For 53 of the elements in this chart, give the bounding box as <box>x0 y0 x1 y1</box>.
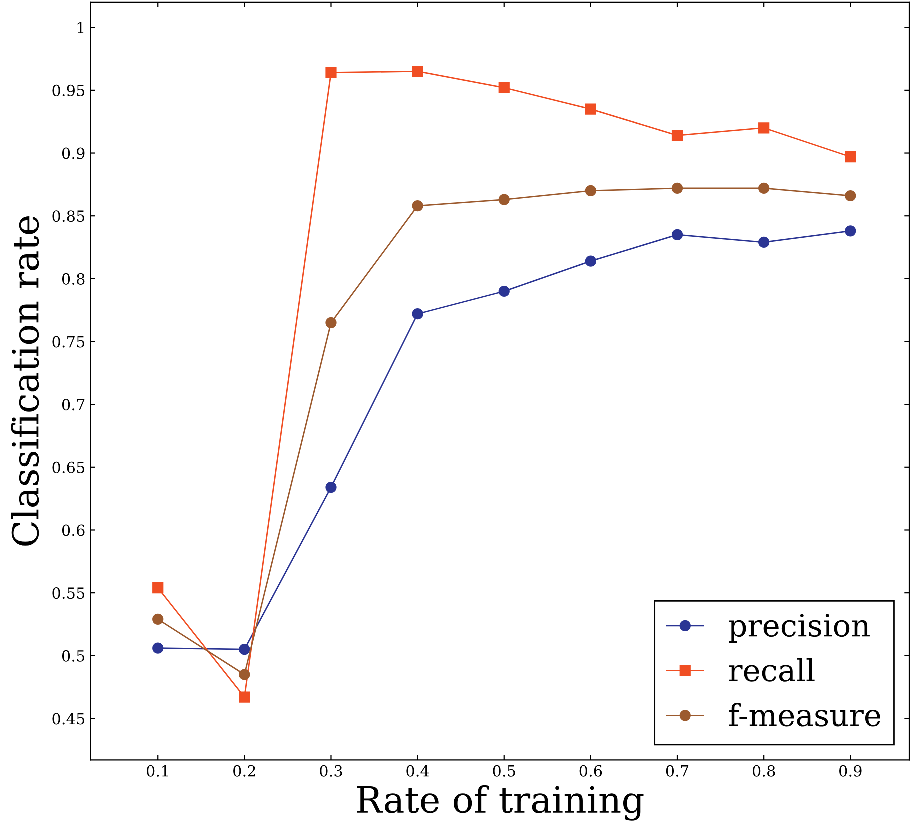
point <box>758 122 770 134</box>
point <box>239 692 250 703</box>
point <box>412 308 424 320</box>
point <box>412 200 424 212</box>
y-tick-label: 0.5 <box>62 650 85 662</box>
point <box>758 236 770 248</box>
x-axis-title: Rate of training <box>357 785 644 821</box>
x-tick-label: 0.8 <box>752 765 776 777</box>
point <box>585 185 596 197</box>
y-tick-label: 0.8 <box>62 273 85 285</box>
x-tick-label: 0.9 <box>840 765 862 777</box>
point <box>152 582 164 594</box>
point <box>585 256 596 267</box>
x-tick-label: 0.1 <box>146 765 168 777</box>
point <box>239 644 250 656</box>
y-tick-label: 0.95 <box>52 84 85 96</box>
point <box>326 67 337 78</box>
point <box>845 226 856 237</box>
point <box>672 130 684 142</box>
x-tick-label: 0.3 <box>320 765 342 777</box>
point <box>585 104 596 115</box>
y-tick-label: 0.45 <box>52 713 85 725</box>
y-tick-label: 0.65 <box>52 462 85 474</box>
y-axis-title: Classification rate <box>11 216 40 546</box>
y-tick-label: 0.55 <box>52 588 85 600</box>
y-tick-label: 1 <box>78 22 84 34</box>
x-tick-label: 0.2 <box>234 765 256 777</box>
point <box>239 669 250 680</box>
point <box>152 642 164 654</box>
point <box>845 151 856 163</box>
point <box>845 190 856 202</box>
x-tick-label: 0.5 <box>493 765 516 777</box>
point <box>672 182 684 194</box>
point <box>412 66 424 78</box>
y-tick-label: 0.9 <box>62 148 85 160</box>
y-tick-label: 0.6 <box>62 524 85 536</box>
x-tick-label: 0.4 <box>406 765 430 777</box>
y-tick-label: 0.7 <box>62 399 85 411</box>
point <box>498 194 510 206</box>
point <box>498 82 510 94</box>
y-tick-label: 0.85 <box>52 210 85 222</box>
legend-label: f-measure <box>729 703 880 727</box>
x-tick-label: 0.6 <box>580 765 602 777</box>
legend-label: precision <box>729 614 870 643</box>
point <box>672 229 684 241</box>
point <box>326 482 337 494</box>
legend-label: recall <box>729 658 815 682</box>
point <box>326 317 337 328</box>
y-tick-label: 0.75 <box>52 336 85 348</box>
point <box>152 614 164 626</box>
point <box>758 182 770 194</box>
point <box>498 286 510 298</box>
x-tick-label: 0.7 <box>666 765 689 777</box>
